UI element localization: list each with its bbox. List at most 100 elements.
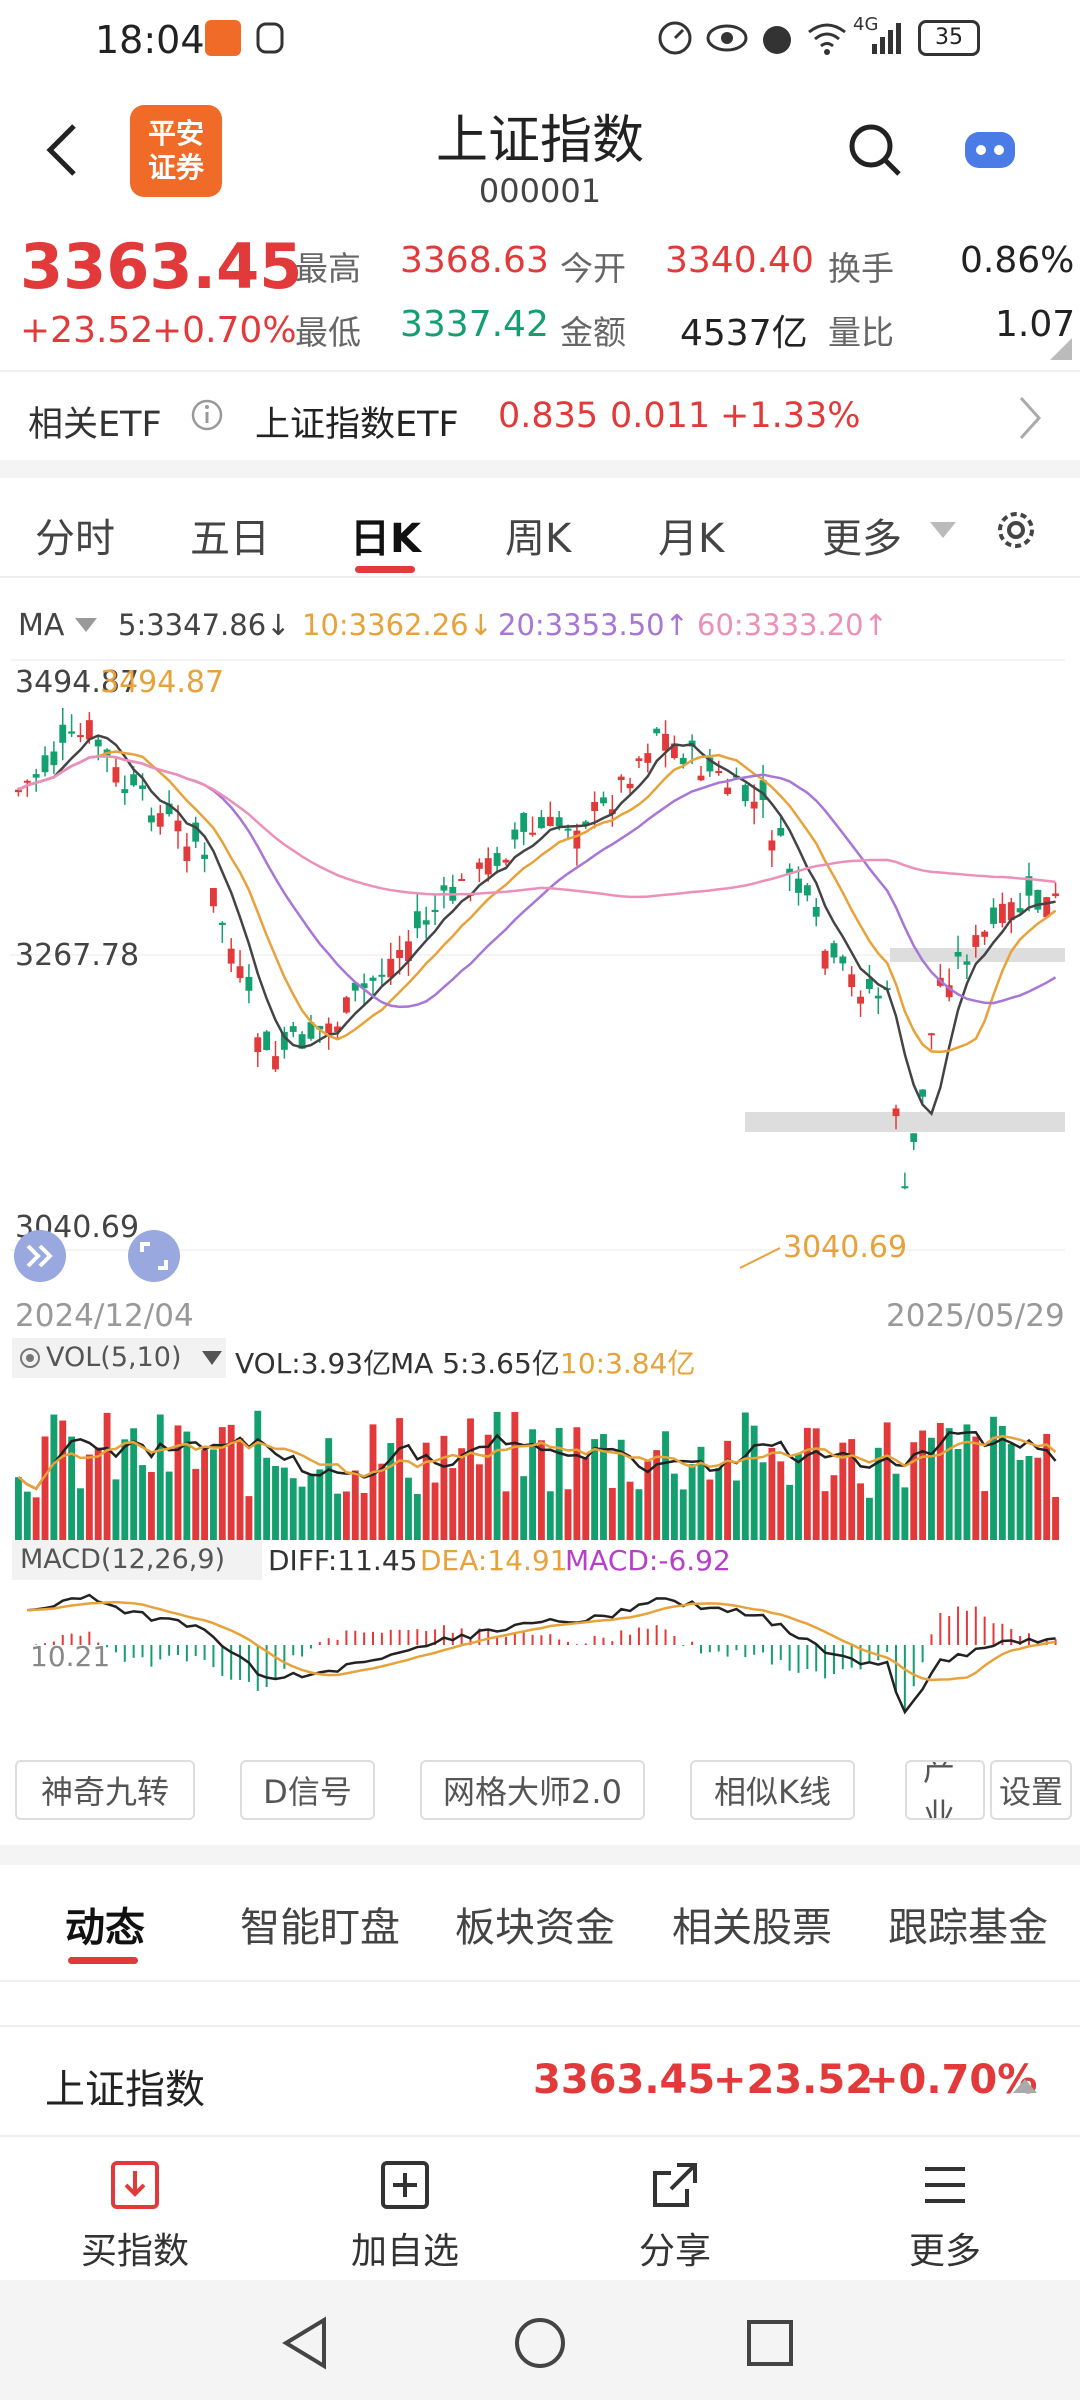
volume-bar (990, 1416, 997, 1540)
candle (41, 746, 49, 777)
tab-tracking-funds[interactable]: 跟踪基金 (888, 1905, 1048, 1951)
volume-bar (653, 1450, 661, 1540)
volume-plot[interactable] (0, 1380, 1080, 1540)
macd-plot[interactable] (0, 1585, 1080, 1750)
volume-bar (981, 1491, 989, 1540)
volume-bar (945, 1428, 953, 1540)
speed-icon (658, 21, 692, 55)
tab-sector-funds[interactable]: 板块资金 (455, 1905, 615, 1951)
settings-gear-icon[interactable] (992, 506, 1040, 554)
magic-nine-button[interactable]: 神奇九转 (15, 1760, 195, 1820)
volume-bar (910, 1442, 918, 1540)
dropdown-arrow-icon[interactable] (930, 522, 956, 540)
volume-bar (706, 1479, 714, 1540)
more-button[interactable]: 更多 (865, 2157, 1025, 2274)
tool-settings-button[interactable]: 设置 (990, 1760, 1072, 1820)
robot-assistant-icon[interactable] (955, 118, 1025, 178)
volume-bar (289, 1478, 297, 1540)
ma-dropdown-icon[interactable] (75, 618, 97, 634)
amount-label: 金额 (560, 313, 626, 352)
y-axis-mid: 3267.78 (15, 938, 140, 973)
volume-bar (493, 1411, 501, 1540)
candle (147, 807, 155, 832)
candle (928, 1032, 935, 1050)
candle (972, 924, 980, 958)
status-bar: 18:04 4G 35 (0, 0, 1080, 80)
related-etf-row[interactable]: 相关ETF 上证指数ETF 0.835 0.011 +1.33% (0, 370, 1080, 460)
fullscreen-icon (140, 1242, 168, 1270)
volume-bar (892, 1473, 900, 1540)
volume-bar (591, 1439, 599, 1540)
volume-bar (227, 1424, 235, 1540)
tab-intraday[interactable]: 分时 (35, 516, 115, 562)
d-signal-button[interactable]: D信号 (240, 1760, 375, 1820)
vol-indicator-selector[interactable]: VOL(5,10) (12, 1338, 226, 1378)
nav-recents-icon[interactable] (745, 2316, 795, 2370)
app-header: 平安 证券 上证指数 000001 (0, 80, 1080, 220)
chevron-right-icon[interactable] (1015, 394, 1045, 442)
eye-toggle-icon[interactable] (18, 1346, 42, 1370)
candle (121, 775, 129, 805)
candle (245, 964, 253, 1004)
nav-home-icon[interactable] (513, 2316, 567, 2370)
tab-smart-watch[interactable]: 智能盯盘 (240, 1905, 400, 1951)
candle (307, 1014, 315, 1041)
buy-index-button[interactable]: 买指数 (55, 2157, 215, 2274)
volume-bar (351, 1470, 359, 1540)
etf-change-pct: +1.33% (720, 396, 861, 436)
candle (901, 1172, 909, 1190)
add-watchlist-button[interactable]: 加自选 (325, 2157, 485, 2274)
macd-value: MACD:-6.92 (565, 1544, 731, 1577)
volume-bar (928, 1437, 935, 1540)
nav-back-icon[interactable] (280, 2316, 330, 2370)
similar-kline-button[interactable]: 相似K线 (690, 1760, 855, 1820)
add-square-icon (381, 2161, 429, 2209)
volume-bar (85, 1454, 93, 1540)
volume-bar (236, 1438, 244, 1540)
volume-bar (245, 1496, 253, 1540)
tab-weekly-k[interactable]: 周K (505, 516, 572, 562)
grid-master-button[interactable]: 网格大师2.0 (420, 1760, 645, 1820)
macd-indicator-selector[interactable]: MACD(12,26,9) (12, 1540, 262, 1580)
volume-bar (865, 1497, 873, 1540)
candle (812, 898, 820, 927)
volume-bar (422, 1442, 430, 1540)
tab-monthly-k[interactable]: 月K (658, 516, 725, 562)
tab-news[interactable]: 动态 (65, 1905, 145, 1951)
tab-daily-k[interactable]: 日K (350, 516, 421, 562)
back-icon[interactable] (42, 120, 82, 180)
volume-bar (1052, 1496, 1059, 1540)
candle (768, 830, 776, 867)
volume-bar (750, 1425, 758, 1540)
industry-button[interactable]: 产业 (905, 1760, 985, 1820)
tab-five-day[interactable]: 五日 (190, 516, 270, 562)
candle (201, 842, 209, 873)
share-button[interactable]: 分享 (595, 2157, 755, 2274)
volume-bar (538, 1440, 545, 1540)
candle (786, 863, 794, 891)
tab-related-stocks[interactable]: 相关股票 (672, 1905, 832, 1951)
active-subtab-indicator (68, 1957, 138, 1964)
volume-bar (803, 1427, 811, 1540)
candle (236, 950, 244, 983)
search-icon[interactable] (845, 120, 905, 180)
price-change: +23.52 (20, 310, 154, 351)
collapse-panel-button[interactable] (14, 1230, 66, 1282)
candle (635, 756, 643, 769)
candle (218, 921, 226, 943)
info-icon[interactable] (190, 398, 224, 432)
index-ticker-row[interactable]: 上证指数 3363.45 +23.52 +0.70% (0, 2025, 1080, 2135)
vol-dropdown-icon[interactable] (202, 1351, 222, 1367)
add-watchlist-label: 加自选 (350, 2231, 459, 2272)
kline-plot[interactable] (0, 640, 1080, 1280)
kline-chart-area[interactable]: MA 5:3347.86↓ 10:3362.26↓ 20:3353.50↑ 60… (0, 580, 1080, 1750)
candle (351, 982, 359, 1002)
fullscreen-button[interactable] (128, 1230, 180, 1282)
tab-more[interactable]: 更多 (822, 516, 902, 562)
candle (77, 722, 84, 743)
share-label: 分享 (638, 2231, 711, 2272)
caret-up-icon[interactable] (1013, 2077, 1037, 2093)
system-nav-bar (0, 2280, 1080, 2400)
section-divider (0, 1845, 1080, 1865)
expand-corner-icon[interactable] (1050, 338, 1072, 360)
